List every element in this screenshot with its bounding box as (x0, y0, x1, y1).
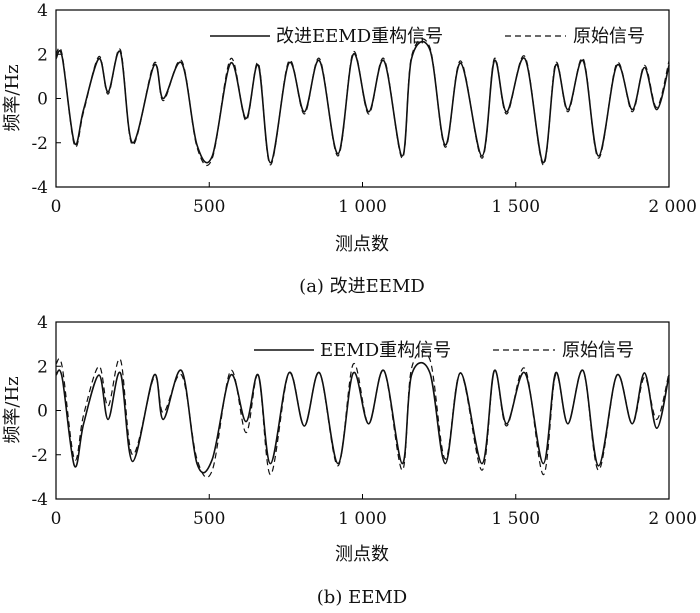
panel-a: 0 500 1 000 1 500 2 000 4 2 0 -2 -4 改进EEMD重构信号 原始… (2, 1, 697, 297)
y-axis-label: 频率/Hz (2, 64, 23, 131)
legend-label-series-2: 原始信号 (573, 26, 645, 47)
x-tick-label: 0 (51, 197, 62, 217)
x-tick-label: 0 (51, 509, 62, 529)
y-tick-label: -4 (31, 490, 48, 510)
legend: 改进EEMD重构信号 原始信号 (210, 26, 645, 47)
x-tick-label: 2 000 (648, 509, 697, 529)
x-axis-label: 测点数 (335, 234, 389, 255)
y-tick-label: -2 (31, 446, 48, 466)
series-layer (55, 350, 670, 478)
x-tick-label: 1 500 (491, 509, 540, 529)
x-axis-label: 测点数 (335, 544, 389, 565)
x-tick-label: 1 500 (491, 197, 540, 217)
y-axis-label: 频率/Hz (2, 376, 23, 443)
y-tick-label: 2 (37, 45, 48, 65)
tick-label-group: 0 500 1 000 1 500 2 000 4 2 0 -2 -4 (31, 313, 697, 529)
panel-caption: (b) EEMD (317, 587, 407, 608)
x-tick-label: 500 (193, 509, 225, 529)
series-line-original-signal (55, 350, 670, 478)
legend: EEMD重构信号 原始信号 (254, 340, 634, 361)
panel-caption: (a) 改进EEMD (299, 276, 425, 297)
tick-group (55, 321, 670, 500)
y-tick-label: 0 (37, 90, 48, 110)
legend-label-series-1: 改进EEMD重构信号 (276, 26, 443, 47)
tick-label-group: 0 500 1 000 1 500 2 000 4 2 0 -2 -4 (31, 1, 697, 217)
y-tick-label: 0 (37, 402, 48, 422)
y-tick-label: 4 (37, 313, 48, 333)
y-tick-label: 4 (37, 1, 48, 21)
legend-label-series-1: EEMD重构信号 (320, 340, 451, 361)
series-line-reconstructed-signal (55, 361, 670, 474)
panel-b: 0 500 1 000 1 500 2 000 4 2 0 -2 -4 EEMD重构信号 原始信号… (2, 313, 697, 608)
x-tick-label: 1 000 (338, 197, 387, 217)
series-line-reconstructed-signal (55, 40, 670, 164)
series-layer (55, 38, 670, 167)
tick-group (55, 9, 670, 188)
x-tick-label: 500 (193, 197, 225, 217)
y-tick-label: -2 (31, 134, 48, 154)
y-tick-label: -4 (31, 178, 48, 198)
x-tick-label: 2 000 (648, 197, 697, 217)
series-line-original-signal (55, 38, 670, 167)
legend-label-series-2: 原始信号 (562, 340, 634, 361)
x-tick-label: 1 000 (338, 509, 387, 529)
y-tick-label: 2 (37, 357, 48, 377)
